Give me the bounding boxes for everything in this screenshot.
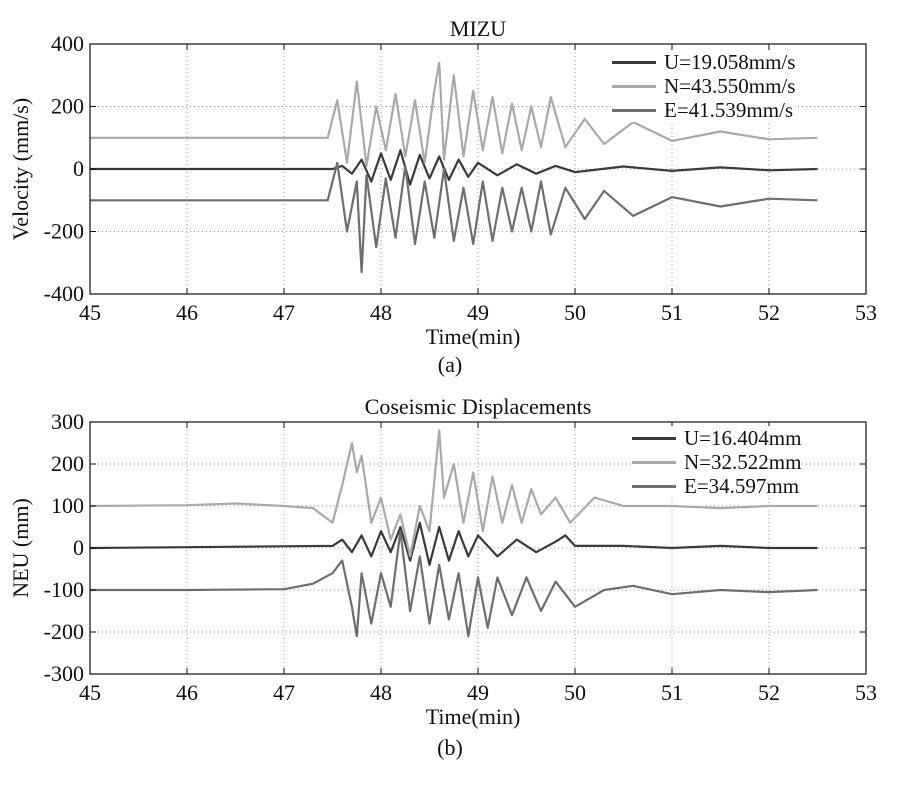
- x-tick-label: 51: [661, 300, 683, 325]
- x-tick-label: 46: [176, 680, 198, 705]
- x-tick-label: 45: [79, 680, 101, 705]
- x-tick-label: 53: [855, 680, 877, 705]
- legend-label-e: E=34.597mm: [684, 473, 800, 498]
- legend-item-u: U=16.404mm: [632, 426, 801, 450]
- legend-swatch-u: [632, 436, 676, 440]
- y-tick-label: -400: [44, 281, 84, 306]
- chart-title: Coseismic Displacements: [365, 394, 592, 419]
- x-tick-label: 45: [79, 300, 101, 325]
- legend-label-u: U=19.058mm/s: [664, 49, 796, 74]
- x-tick-label: 46: [176, 300, 198, 325]
- x-tick-label: 48: [370, 300, 392, 325]
- legend-item-e: E=41.539mm/s: [612, 98, 795, 122]
- series-line-n: [89, 429, 818, 558]
- chart-title: MIZU: [450, 16, 506, 41]
- y-tick-label: 300: [51, 409, 84, 434]
- x-tick-label: 48: [370, 680, 392, 705]
- legend-label-n: N=43.550mm/s: [664, 73, 796, 98]
- panel-caption-b: (b): [437, 735, 463, 760]
- series-line-e: [90, 530, 818, 638]
- y-tick-label: -200: [44, 219, 84, 244]
- legend-swatch-n: [632, 460, 676, 464]
- chart-panel-a: 45 46 47 48 49 50 51 52 53 -400 -200 0 200 400 MIZU Tim…: [0, 0, 900, 385]
- y-axis-label: Velocity (mm/s): [8, 98, 33, 240]
- legend-item-n: N=43.550mm/s: [612, 74, 795, 98]
- legend-item-e: E=34.597mm: [632, 474, 801, 498]
- legend-item-u: U=19.058mm/s: [612, 50, 795, 74]
- x-tick-label: 49: [467, 680, 489, 705]
- x-tick-label: 49: [467, 300, 489, 325]
- y-tick-label: 400: [51, 31, 84, 56]
- x-tick-label: 52: [758, 680, 780, 705]
- y-tick-label: -100: [44, 577, 84, 602]
- y-tick-label: -200: [44, 619, 84, 644]
- x-tick-label: 47: [273, 680, 295, 705]
- legend-swatch-e: [632, 484, 676, 488]
- legend-label-n: N=32.522mm: [684, 449, 802, 474]
- y-tick-label: 200: [51, 94, 84, 119]
- y-tick-label: 200: [51, 451, 84, 476]
- x-tick-label: 52: [758, 300, 780, 325]
- legend-a: U=19.058mm/s N=43.550mm/s E=41.539mm/s: [612, 50, 796, 122]
- legend-label-e: E=41.539mm/s: [664, 97, 794, 122]
- series-line-n: [90, 61, 818, 167]
- x-tick-label: 53: [855, 300, 877, 325]
- y-tick-label: 0: [73, 156, 84, 181]
- legend-item-n: N=32.522mm: [632, 450, 801, 474]
- legend-swatch-e: [612, 108, 656, 112]
- y-tick-label: -300: [44, 661, 84, 686]
- y-tick-label: 0: [73, 535, 84, 560]
- grid: [90, 44, 866, 294]
- series-line-e: [90, 161, 818, 274]
- displacement-chart: 45 46 47 48 49 50 51 52 53 -300 -200 -100 0 100 200 300…: [8, 394, 877, 729]
- x-tick-label: 50: [564, 300, 586, 325]
- series-line-u: [90, 149, 818, 186]
- legend-label-u: U=16.404mm: [684, 425, 802, 450]
- x-tick-label: 51: [661, 680, 683, 705]
- x-tick-label: 50: [564, 680, 586, 705]
- legend-swatch-n: [612, 84, 656, 88]
- chart-panel-b: 45 46 47 48 49 50 51 52 53 -300 -200 -100 0 100 200 300…: [0, 388, 900, 787]
- legend-swatch-u: [612, 60, 656, 64]
- y-axis-label: NEU (mm): [8, 498, 33, 598]
- y-tick-label: 100: [51, 493, 84, 518]
- panel-caption-a: (a): [437, 352, 463, 377]
- legend-b: U=16.404mm N=32.522mm E=34.597mm: [632, 426, 802, 498]
- velocity-chart: 45 46 47 48 49 50 51 52 53 -400 -200 0 200 400 MIZU Tim…: [8, 16, 877, 349]
- x-tick-label: 47: [273, 300, 295, 325]
- series-line-u: [89, 521, 818, 566]
- x-axis-label: Time(min): [426, 324, 521, 349]
- x-axis-label: Time(min): [426, 704, 521, 729]
